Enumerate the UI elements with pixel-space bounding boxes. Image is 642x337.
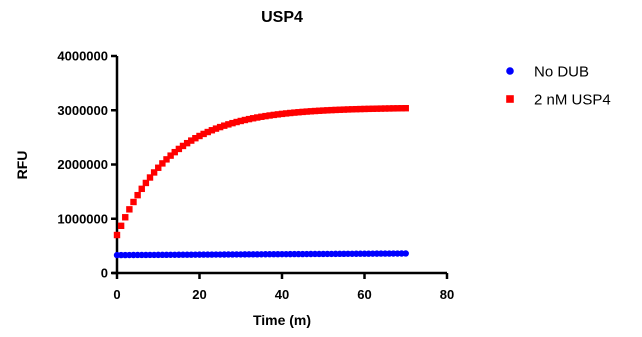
- data-point: [245, 115, 253, 123]
- data-point: [320, 107, 327, 114]
- data-point: [130, 198, 137, 206]
- data-point: [270, 111, 277, 119]
- data-point: [373, 105, 381, 112]
- data-point: [303, 108, 310, 115]
- data-point: [307, 108, 315, 115]
- data-point: [163, 156, 170, 163]
- data-point: [381, 105, 389, 112]
- data-point: [171, 148, 178, 156]
- data-point: [212, 125, 220, 132]
- y-tick-label: 0: [101, 266, 108, 281]
- x-tick-label: 80: [440, 287, 454, 302]
- data-point: [344, 106, 352, 113]
- x-tick-label: 20: [192, 287, 206, 302]
- y-axis-label: RFU: [14, 151, 30, 180]
- data-point: [262, 112, 269, 120]
- data-point: [254, 114, 261, 121]
- data-point: [328, 106, 335, 114]
- data-point: [295, 109, 302, 116]
- data-point: [146, 174, 154, 181]
- data-point: [361, 105, 368, 113]
- data-point: [204, 128, 211, 136]
- data-point: [155, 164, 162, 171]
- data-point: [167, 152, 174, 159]
- data-point: [394, 105, 401, 112]
- series-layer: [113, 105, 409, 259]
- x-axis-label: Time (m): [253, 312, 311, 328]
- data-point: [117, 222, 125, 230]
- data-point: [142, 179, 150, 187]
- data-point: [233, 118, 240, 126]
- legend-label: 2 nM USP4: [534, 92, 611, 109]
- data-point: [200, 130, 207, 138]
- y-tick-label: 1000000: [57, 211, 108, 226]
- data-point: [274, 111, 282, 118]
- data-point: [229, 119, 236, 127]
- data-point: [324, 107, 331, 114]
- data-point: [225, 121, 232, 128]
- y-tick-label: 4000000: [57, 49, 108, 64]
- data-point: [179, 142, 187, 150]
- series-1: [113, 105, 409, 239]
- data-point: [282, 110, 290, 117]
- data-point: [336, 106, 343, 113]
- data-point: [258, 113, 265, 120]
- data-point: [386, 105, 393, 112]
- data-point: [287, 109, 294, 117]
- data-point: [299, 108, 306, 116]
- data-point: [348, 106, 356, 113]
- chart-title: USP4: [261, 9, 303, 26]
- x-tick-label: 60: [357, 287, 371, 302]
- data-point: [369, 105, 376, 112]
- data-point: [122, 214, 129, 221]
- data-point: [311, 107, 319, 115]
- data-point: [402, 250, 409, 257]
- data-point: [216, 123, 224, 131]
- data-point: [398, 105, 405, 112]
- data-point: [183, 139, 191, 147]
- data-point: [159, 160, 166, 167]
- data-point: [113, 231, 121, 239]
- data-point: [266, 112, 273, 119]
- data-point: [175, 145, 183, 153]
- x-tick-label: 0: [113, 287, 120, 302]
- data-point: [249, 115, 257, 122]
- legend: No DUB 2 nM USP4: [506, 64, 611, 109]
- data-point: [188, 137, 195, 144]
- data-point: [365, 105, 372, 113]
- data-point: [390, 105, 397, 112]
- data-point: [196, 132, 203, 140]
- y-tick-label: 2000000: [57, 157, 108, 172]
- data-point: [278, 110, 286, 118]
- data-point: [353, 105, 360, 113]
- x-ticks: 0 20 40 60 80: [113, 273, 454, 302]
- data-point: [192, 134, 199, 142]
- data-point: [150, 169, 158, 176]
- data-point: [315, 107, 323, 114]
- y-ticks: 0 1000000 2000000 3000000 4000000: [57, 49, 117, 281]
- series-0: [113, 250, 409, 259]
- data-point: [138, 185, 145, 193]
- data-point: [291, 109, 298, 116]
- data-point: [208, 127, 216, 134]
- data-point: [134, 191, 141, 199]
- data-point: [340, 106, 348, 113]
- x-tick-label: 40: [275, 287, 289, 302]
- legend-label: No DUB: [534, 64, 589, 81]
- legend-marker: [506, 67, 514, 75]
- data-point: [402, 105, 409, 112]
- data-point: [241, 116, 249, 124]
- data-point: [332, 106, 339, 114]
- y-tick-label: 3000000: [57, 103, 108, 118]
- data-point: [126, 206, 133, 213]
- data-point: [237, 117, 244, 125]
- data-point: [357, 105, 364, 113]
- legend-marker: [506, 95, 514, 103]
- data-point: [221, 122, 228, 129]
- data-point: [377, 105, 385, 112]
